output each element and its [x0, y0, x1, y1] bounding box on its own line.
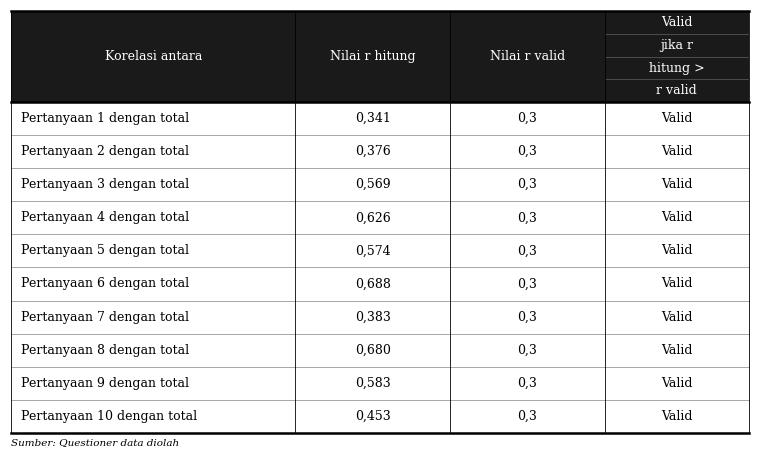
Bar [295, 333, 450, 367]
Text: Valid: Valid [661, 245, 692, 257]
Text: Pertanyaan 4 dengan total: Pertanyaan 4 dengan total [21, 211, 188, 224]
Bar [11, 135, 295, 168]
Bar [605, 102, 749, 135]
Bar [450, 11, 605, 102]
Text: Valid: Valid [661, 16, 692, 29]
Text: Valid: Valid [661, 278, 692, 290]
Bar [295, 201, 450, 234]
Text: r valid: r valid [657, 84, 697, 97]
Text: 0,3: 0,3 [518, 311, 537, 323]
Bar [605, 400, 749, 433]
Text: Pertanyaan 3 dengan total: Pertanyaan 3 dengan total [21, 178, 188, 191]
Text: Valid: Valid [661, 178, 692, 191]
Bar [450, 267, 605, 300]
Bar [295, 234, 450, 267]
Text: hitung >: hitung > [649, 61, 705, 75]
Text: Pertanyaan 10 dengan total: Pertanyaan 10 dengan total [21, 410, 197, 423]
Bar [11, 333, 295, 367]
Bar [605, 168, 749, 201]
Bar [11, 267, 295, 300]
Bar [295, 102, 450, 135]
Text: 0,3: 0,3 [518, 178, 537, 191]
Text: 0,3: 0,3 [518, 245, 537, 257]
Text: 0,569: 0,569 [355, 178, 391, 191]
Text: Korelasi antara: Korelasi antara [105, 50, 202, 63]
Bar [450, 102, 605, 135]
Text: 0,341: 0,341 [355, 112, 391, 125]
Bar [11, 367, 295, 400]
Text: Pertanyaan 1 dengan total: Pertanyaan 1 dengan total [21, 112, 188, 125]
Bar [295, 267, 450, 300]
Text: 0,3: 0,3 [518, 344, 537, 357]
Bar [11, 400, 295, 433]
Text: 0,574: 0,574 [355, 245, 391, 257]
Text: Valid: Valid [661, 344, 692, 357]
Text: 0,3: 0,3 [518, 112, 537, 125]
Bar [295, 168, 450, 201]
Bar [295, 300, 450, 333]
Text: 0,626: 0,626 [355, 211, 391, 224]
Bar [11, 201, 295, 234]
Text: 0,3: 0,3 [518, 145, 537, 158]
Bar [450, 234, 605, 267]
Bar [11, 168, 295, 201]
Text: Pertanyaan 5 dengan total: Pertanyaan 5 dengan total [21, 245, 188, 257]
Bar [295, 135, 450, 168]
Text: Valid: Valid [661, 376, 692, 390]
Text: Valid: Valid [661, 112, 692, 125]
Bar [450, 400, 605, 433]
Bar [11, 11, 295, 102]
Bar [295, 11, 450, 102]
Bar [605, 300, 749, 333]
Bar [605, 234, 749, 267]
Text: 0,3: 0,3 [518, 278, 537, 290]
Text: 0,3: 0,3 [518, 376, 537, 390]
Bar [605, 201, 749, 234]
Text: 0,383: 0,383 [355, 311, 391, 323]
Bar [450, 168, 605, 201]
Bar [11, 234, 295, 267]
Text: Sumber: Questioner data diolah: Sumber: Questioner data diolah [11, 438, 179, 447]
Text: Pertanyaan 6 dengan total: Pertanyaan 6 dengan total [21, 278, 188, 290]
Text: Valid: Valid [661, 145, 692, 158]
Bar [605, 267, 749, 300]
Text: Valid: Valid [661, 311, 692, 323]
Bar [295, 367, 450, 400]
Bar [605, 11, 749, 102]
Bar [450, 300, 605, 333]
Text: 0,688: 0,688 [355, 278, 391, 290]
Text: Valid: Valid [661, 211, 692, 224]
Text: jika r: jika r [660, 39, 693, 52]
Text: 0,3: 0,3 [518, 211, 537, 224]
Text: 0,3: 0,3 [518, 410, 537, 423]
Text: 0,453: 0,453 [355, 410, 391, 423]
Bar [450, 201, 605, 234]
Bar [450, 333, 605, 367]
Text: 0,680: 0,680 [355, 344, 391, 357]
Text: Pertanyaan 2 dengan total: Pertanyaan 2 dengan total [21, 145, 188, 158]
Bar [11, 102, 295, 135]
Text: Pertanyaan 8 dengan total: Pertanyaan 8 dengan total [21, 344, 188, 357]
Text: 0,376: 0,376 [355, 145, 391, 158]
Bar [450, 135, 605, 168]
Bar [605, 333, 749, 367]
Text: Nilai r valid: Nilai r valid [489, 50, 565, 63]
Text: Nilai r hitung: Nilai r hitung [330, 50, 416, 63]
Text: Pertanyaan 9 dengan total: Pertanyaan 9 dengan total [21, 376, 188, 390]
Text: 0,583: 0,583 [355, 376, 391, 390]
Bar [605, 367, 749, 400]
Text: Pertanyaan 7 dengan total: Pertanyaan 7 dengan total [21, 311, 188, 323]
Bar [605, 135, 749, 168]
Bar [11, 300, 295, 333]
Bar [450, 367, 605, 400]
Text: Valid: Valid [661, 410, 692, 423]
Bar [295, 400, 450, 433]
